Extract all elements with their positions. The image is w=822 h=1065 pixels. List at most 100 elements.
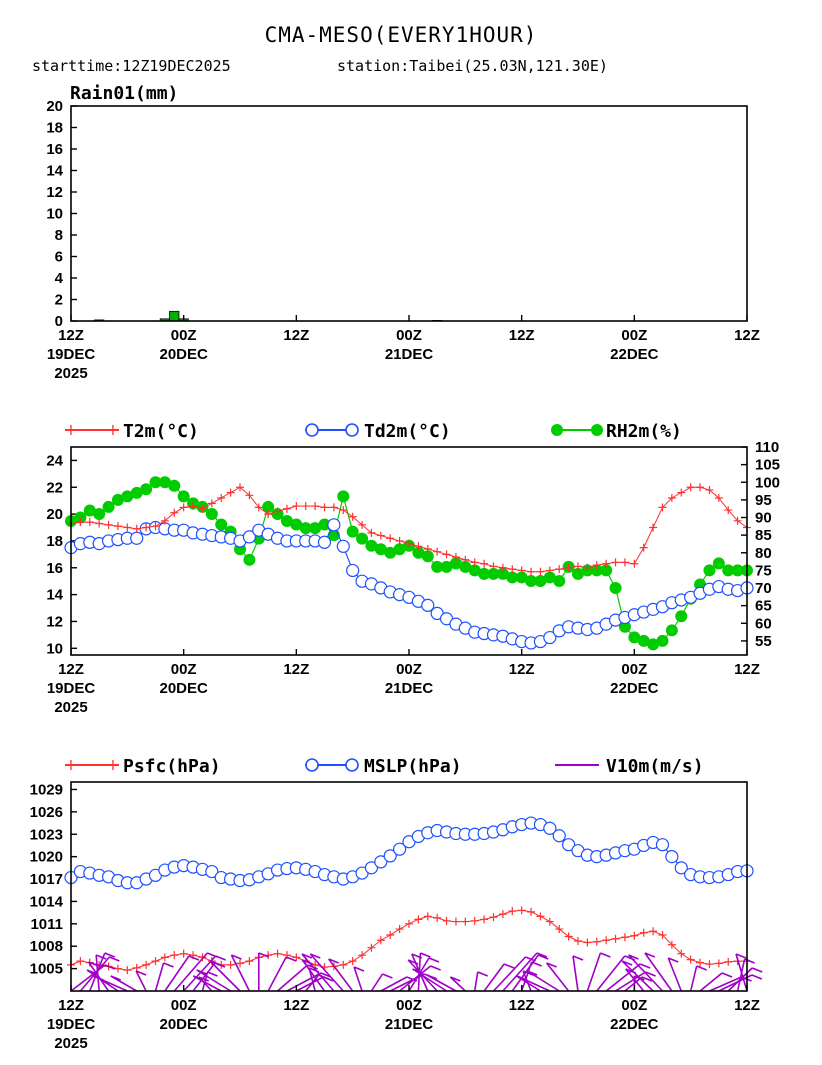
td2m-point [421,598,435,612]
t2m-point [583,563,592,572]
wind-barb [699,972,733,992]
x-tick-label: 00Z [171,327,197,344]
x-tick-label: 12Z [734,661,760,678]
t2m-point [602,559,611,568]
t2m-point [574,562,582,571]
t2m-point [696,483,705,492]
x-date-label: 21DEC [385,680,434,697]
td2m-point [543,630,557,645]
x-tick-label: 12Z [734,327,760,344]
psfc-point [245,957,254,966]
wind-barb [526,970,560,992]
psfc-point [348,957,357,966]
x-tick-label: 00Z [171,997,197,1014]
mslp-point [205,864,219,879]
rh2m-point [506,571,519,584]
psfc-point [470,916,479,925]
y-tick-label: 4 [55,270,64,287]
psfc-point [376,936,385,945]
mslp-point [374,855,388,869]
psfc-point [508,907,517,916]
psfc-point [367,943,376,952]
x-tick-label: 00Z [621,661,647,678]
y-tick-label: 14 [46,163,63,180]
x-tick-label: 00Z [621,327,647,344]
psfc-point [686,955,695,964]
temp-series [64,476,754,651]
rh2m-point [299,522,312,535]
psfc-point [658,931,667,940]
rh2m-point [346,525,359,538]
rh2m-point [412,546,425,559]
psfc-point [696,958,705,967]
x-tick-label: 12Z [509,997,535,1014]
psfc-point [451,917,460,926]
t2m-point [329,503,338,512]
t2m-point [658,503,667,512]
psfc-point [649,927,658,936]
t2m-point [677,488,686,497]
rh2m-point [609,582,622,595]
t2m-point [733,516,742,525]
psfc-point [602,936,611,945]
t2m-point [517,566,526,575]
x-tick-label: 12Z [509,327,535,344]
psfc-point [442,916,451,925]
psfc-point [414,915,423,924]
x-tick-label: 12Z [58,327,84,344]
psfc-point [724,957,733,966]
y-right-tick-label: 60 [755,615,772,632]
psfc-point [386,931,395,940]
t2m-point [367,528,376,537]
psfc-point [170,951,179,960]
wind-barb [399,965,441,992]
t2m-point [348,512,357,521]
wind-barb [370,973,393,992]
x-date-label: 22DEC [610,1016,659,1033]
t2m-point [480,559,489,568]
psfc-point [423,912,432,921]
wind-barb [328,958,354,992]
rh2m-point [628,631,641,644]
rain-bar [169,310,180,322]
legend-psfc: + + Psfc(hPa) [64,755,220,777]
legend-rh2m: RH2m(%) [551,421,682,442]
temp-x-axis: 12Z 00Z 12Z 00Z 12Z 00Z 12Z 19DEC 20DEC 21DEC 22DE… [47,649,760,716]
psfc-point [273,949,282,958]
x-tick-label: 12Z [283,661,309,678]
wind-barb [511,954,549,992]
x-year-label: 2025 [54,699,87,716]
rh2m-point [543,571,556,584]
y-left-tick-label: 24 [46,452,63,469]
rh2m-point [525,574,538,587]
psfc-point [527,907,536,916]
t2m-point [620,558,629,567]
t2m-point [376,531,385,540]
rh2m-point [675,610,688,623]
x-date-label: 21DEC [385,346,434,363]
mslp-point [552,829,566,843]
y-tick-label: 1008 [30,938,63,955]
t2m-point [489,562,498,571]
y-left-tick-label: 12 [46,613,63,630]
td2m-point [327,518,341,532]
wind-barb [624,976,653,992]
rh2m-point [168,479,181,492]
psfc-point [611,934,620,943]
psfc-point [123,966,132,975]
psfc-point [714,959,723,968]
x-date-label: 20DEC [159,346,208,363]
x-date-label: 22DEC [610,680,659,697]
t2m-point [386,534,395,543]
t2m-point [451,553,460,562]
wind-barbs [70,952,763,992]
t2m-point [320,503,329,512]
psfc-point [564,932,573,941]
t2m-point [470,558,479,567]
x-tick-label: 00Z [621,997,647,1014]
t2m-point [170,508,179,517]
legend-v10m: V10m(m/s) [555,756,704,777]
subtitle-station: station:Taibei(25.03N,121.30E) [337,57,608,75]
rh2m-point [647,638,660,651]
